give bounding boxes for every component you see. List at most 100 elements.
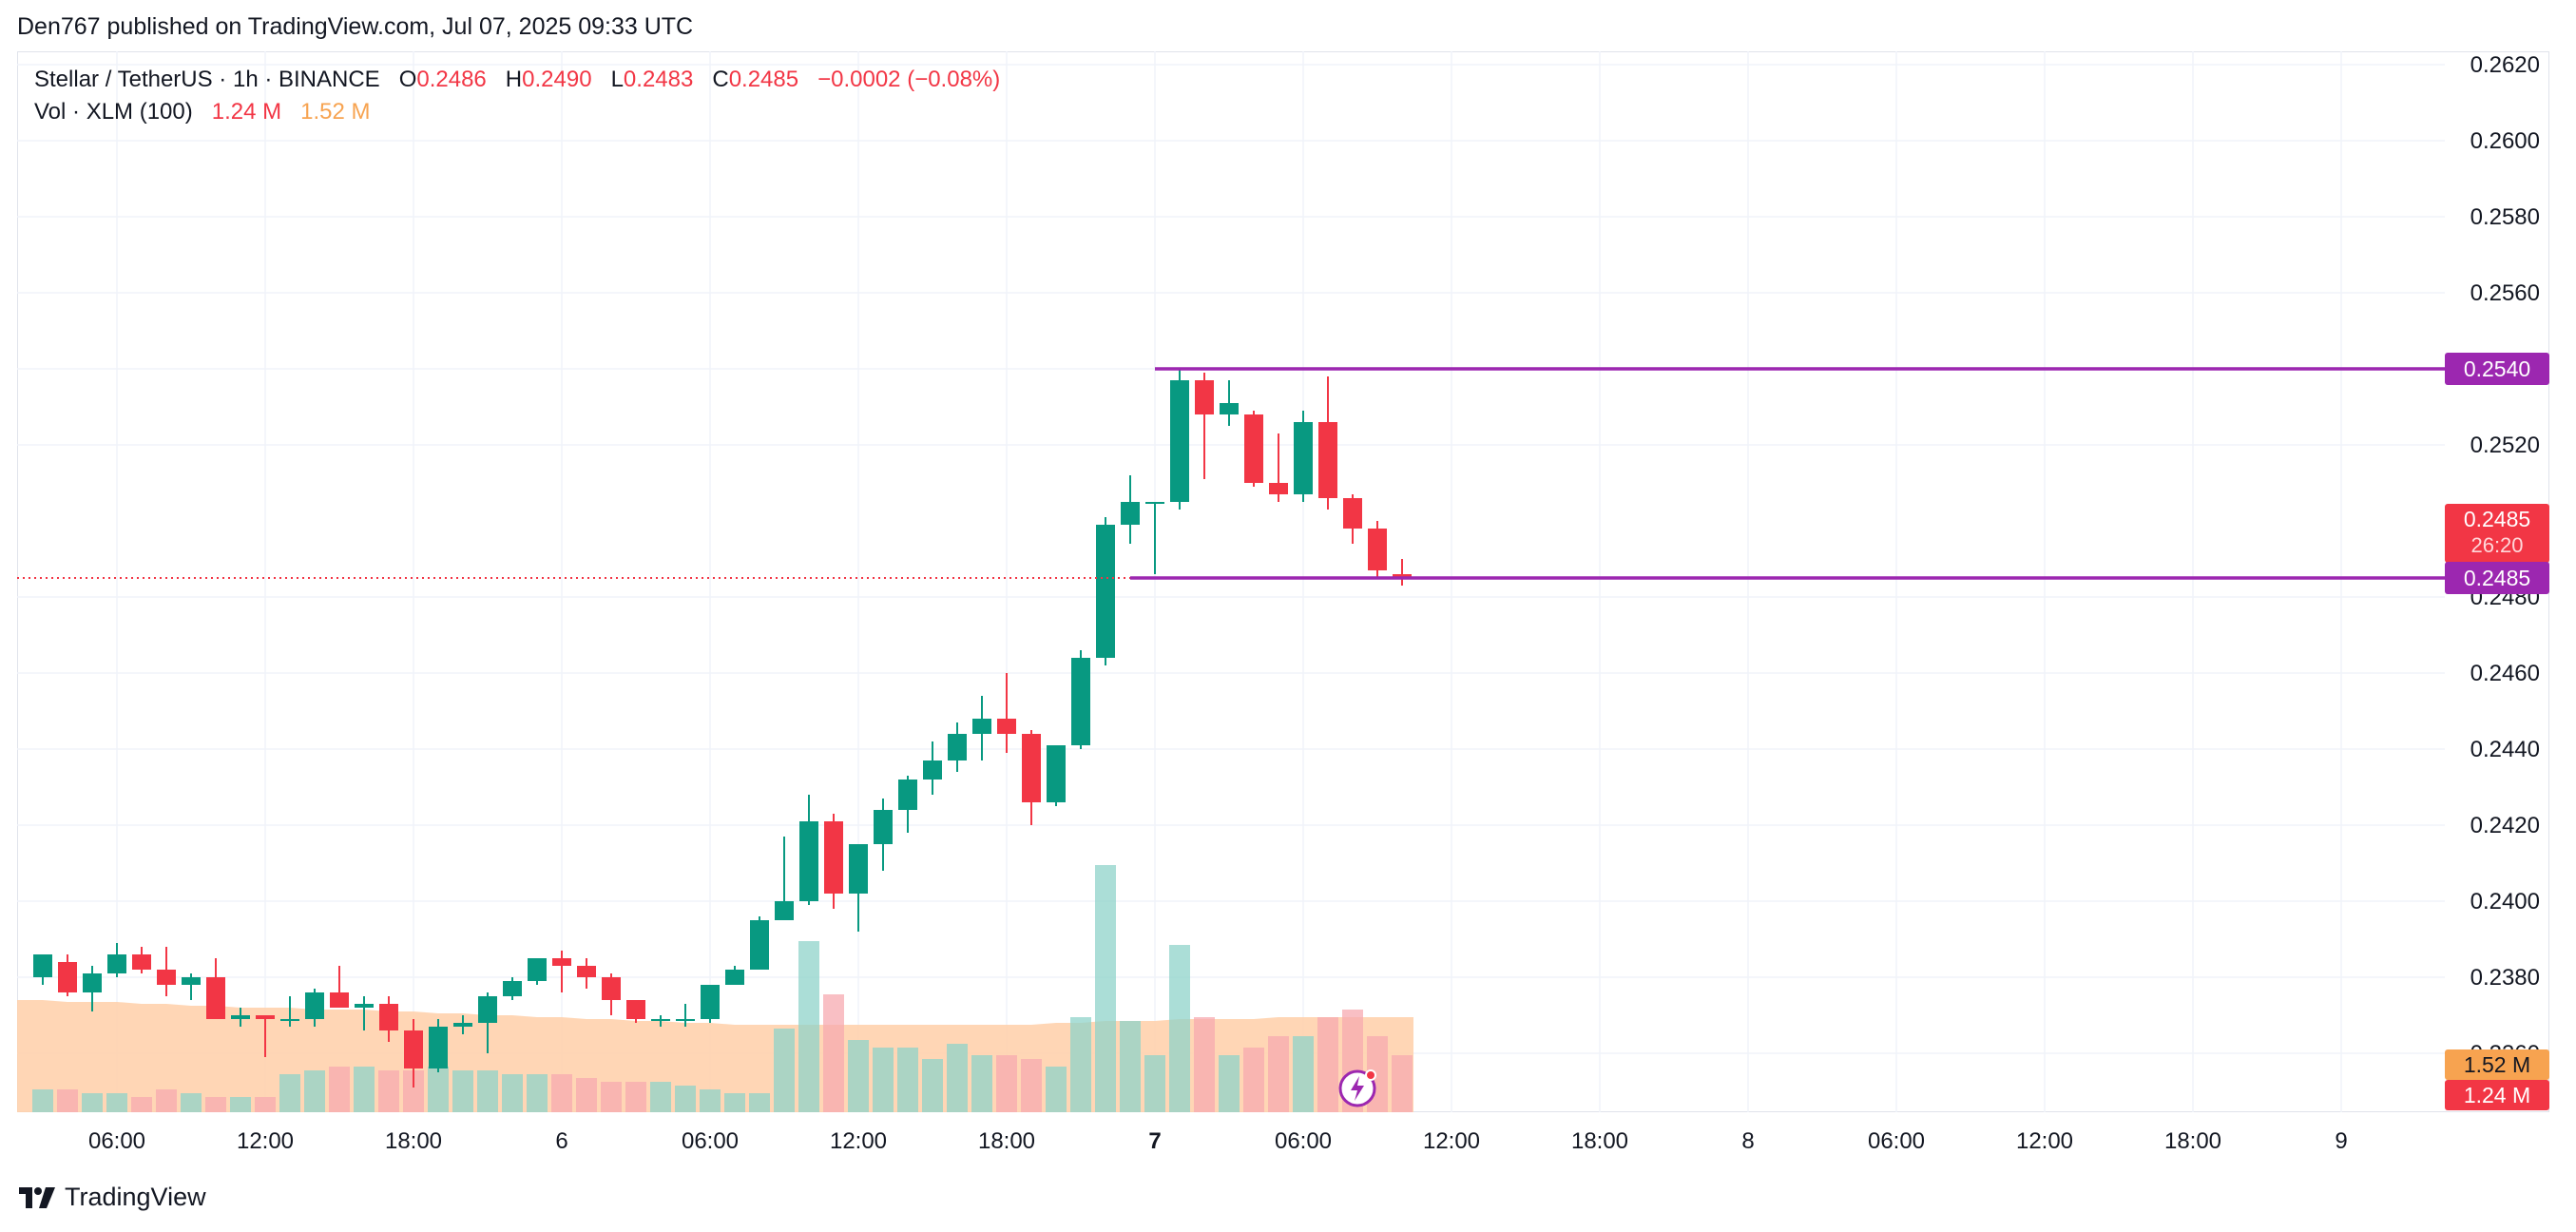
x-tick-label: 18:00 [385, 1128, 442, 1154]
volume-bar [551, 1074, 572, 1112]
volume-bar [1070, 1017, 1091, 1112]
badge-last-price-text: 0.2485 [2464, 507, 2530, 531]
candle-body [132, 954, 151, 970]
candle-body [1170, 380, 1189, 502]
x-tick-label: 06:00 [88, 1128, 145, 1154]
candle-body [429, 1027, 448, 1068]
volume-bar [354, 1067, 375, 1112]
publish-info: Den767 published on TradingView.com, Jul… [17, 13, 694, 40]
x-tick-label: 12:00 [237, 1128, 294, 1154]
badge-volume-ma-text: 1.52 M [2464, 1052, 2530, 1077]
candle [1343, 494, 1362, 544]
badge-volume-text: 1.24 M [2464, 1083, 2530, 1107]
badge-countdown-text: 26:20 [2470, 533, 2523, 557]
candle [577, 958, 596, 989]
candle [182, 973, 201, 1000]
candle-body [231, 1015, 250, 1019]
volume-bar [601, 1082, 622, 1112]
candle-body [972, 719, 991, 734]
legend-high-label: H [505, 67, 523, 92]
badge-volume-bg [2445, 1080, 2549, 1110]
tradingview-brand[interactable]: TradingView [19, 1183, 206, 1212]
candle-body [453, 1023, 472, 1027]
legend-open-value: 0.2486 [416, 67, 487, 92]
volume-bar [527, 1074, 548, 1112]
candle [528, 958, 547, 985]
candle [1294, 411, 1313, 502]
volume-bar [403, 1070, 424, 1112]
candle [626, 1000, 645, 1023]
volume-bar [230, 1097, 251, 1112]
candle-body [1294, 422, 1313, 494]
candle-body [1343, 498, 1362, 529]
volume-bar [1293, 1036, 1314, 1112]
candle [404, 1019, 423, 1088]
candle [1269, 433, 1288, 502]
badge-level-lower-text: 0.2485 [2464, 566, 2530, 590]
x-tick-label: 12:00 [830, 1128, 887, 1154]
candle-body [775, 901, 794, 920]
candle [107, 943, 126, 977]
volume-bar [650, 1082, 671, 1112]
badge-level-lower-bg [2445, 562, 2549, 594]
candle [379, 996, 398, 1042]
x-tick-label: 06:00 [682, 1128, 739, 1154]
volume-bar [1317, 1017, 1338, 1112]
volume-bar [378, 1070, 399, 1112]
candle-body [478, 996, 497, 1023]
candle-body [651, 1019, 670, 1021]
legend-open-label: O [398, 67, 417, 92]
candle-body [898, 780, 917, 810]
legend-low-label: L [610, 67, 624, 92]
lightning-icon[interactable] [1338, 1067, 1380, 1108]
y-tick-label: 0.2560 [2470, 280, 2540, 306]
candle [651, 1015, 670, 1027]
volume-bar [1169, 945, 1190, 1112]
x-tick-label: 12:00 [1423, 1128, 1480, 1154]
candle-body [948, 734, 967, 760]
legend-volume-label[interactable]: Vol · XLM (100) [34, 99, 193, 125]
candle [33, 954, 52, 985]
candle [503, 977, 522, 1000]
volume-bar [205, 1097, 226, 1112]
volume-bar [700, 1089, 721, 1112]
candle-body [1145, 502, 1164, 504]
volume-bar [873, 1048, 894, 1112]
volume-bar [922, 1059, 943, 1112]
legend-symbol[interactable]: Stellar / TetherUS · 1h · BINANCE [34, 67, 380, 92]
volume-bar [1392, 1055, 1413, 1112]
x-tick-label: 6 [555, 1128, 567, 1154]
volume-bar [774, 1029, 795, 1112]
candle-body [874, 810, 893, 844]
candle-body [1195, 380, 1214, 414]
volume-bar [156, 1089, 177, 1112]
volume-bar [502, 1074, 523, 1112]
candle [1195, 373, 1214, 479]
candle-body [1022, 734, 1041, 802]
legend-close-label: C [712, 67, 729, 92]
candle [83, 966, 102, 1011]
candle-body [404, 1030, 423, 1068]
candle [799, 795, 818, 905]
x-tick-label: 12:00 [2016, 1128, 2073, 1154]
volume-bar [798, 941, 819, 1112]
badge-volume-ma-bg [2445, 1049, 2549, 1080]
candle [1022, 730, 1041, 825]
y-tick-label: 0.2460 [2470, 661, 2540, 686]
volume-bar [1046, 1067, 1067, 1112]
badge-level-lower[interactable]: 0.2485 [2445, 562, 2549, 594]
candle [750, 916, 769, 970]
candle [1318, 376, 1337, 510]
volume-bar [897, 1048, 918, 1112]
candle [948, 722, 967, 772]
volume-bar [1095, 865, 1116, 1112]
y-tick-label: 0.2600 [2470, 128, 2540, 154]
volume-bar [1120, 1021, 1141, 1112]
badge-level-upper[interactable]: 0.2540 [2445, 353, 2549, 385]
candle [206, 958, 225, 1019]
volume-bar [57, 1089, 78, 1112]
candle [602, 973, 621, 1015]
candle-body [997, 719, 1016, 734]
candles [33, 369, 1412, 1088]
